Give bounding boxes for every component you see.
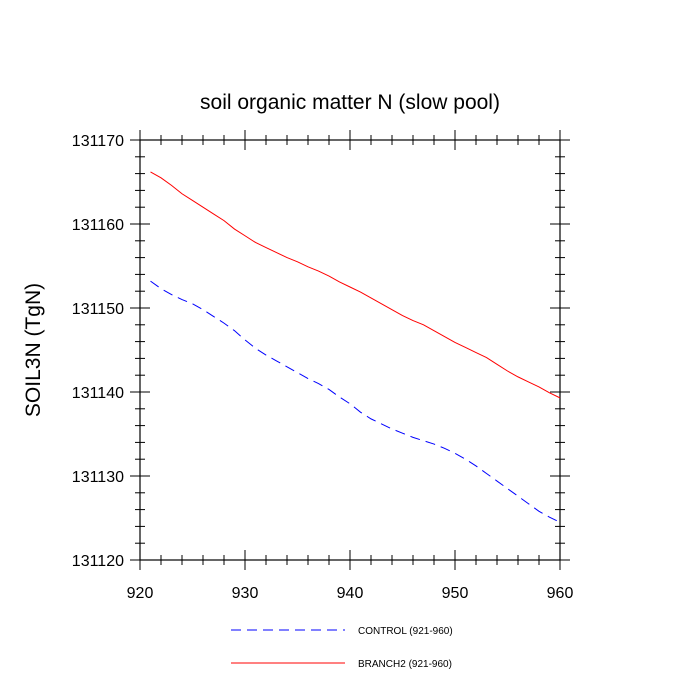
legend-label: CONTROL (921-960) — [358, 626, 453, 637]
y-axis-label: SOIL3N (TgN) — [22, 283, 45, 417]
x-tick-label: 950 — [442, 585, 469, 602]
y-tick-label: 131150 — [72, 301, 124, 318]
y-tick-label: 131170 — [72, 133, 124, 150]
y-tick-label: 131120 — [72, 553, 124, 570]
axis-tick-labels: 920 930 940 950 960 131120 131130 131140 131150 1… — [72, 133, 574, 602]
axis-ticks — [130, 130, 570, 570]
y-tick-label: 131140 — [72, 385, 124, 402]
legend: CONTROL (921-960) BRANCH2 (921-960) — [231, 626, 453, 670]
y-tick-label: 131160 — [72, 217, 124, 234]
series-line-control — [150, 280, 561, 523]
series-line-branch2 — [150, 171, 561, 399]
legend-label: BRANCH2 (921-960) — [358, 659, 452, 670]
x-tick-label: 960 — [547, 585, 574, 602]
chart-title: soil organic matter N (slow pool) — [200, 91, 500, 114]
series-layer — [150, 171, 561, 523]
x-tick-label: 930 — [232, 585, 259, 602]
y-tick-label: 131130 — [72, 469, 124, 486]
x-tick-label: 940 — [337, 585, 364, 602]
x-tick-label: 920 — [127, 585, 154, 602]
